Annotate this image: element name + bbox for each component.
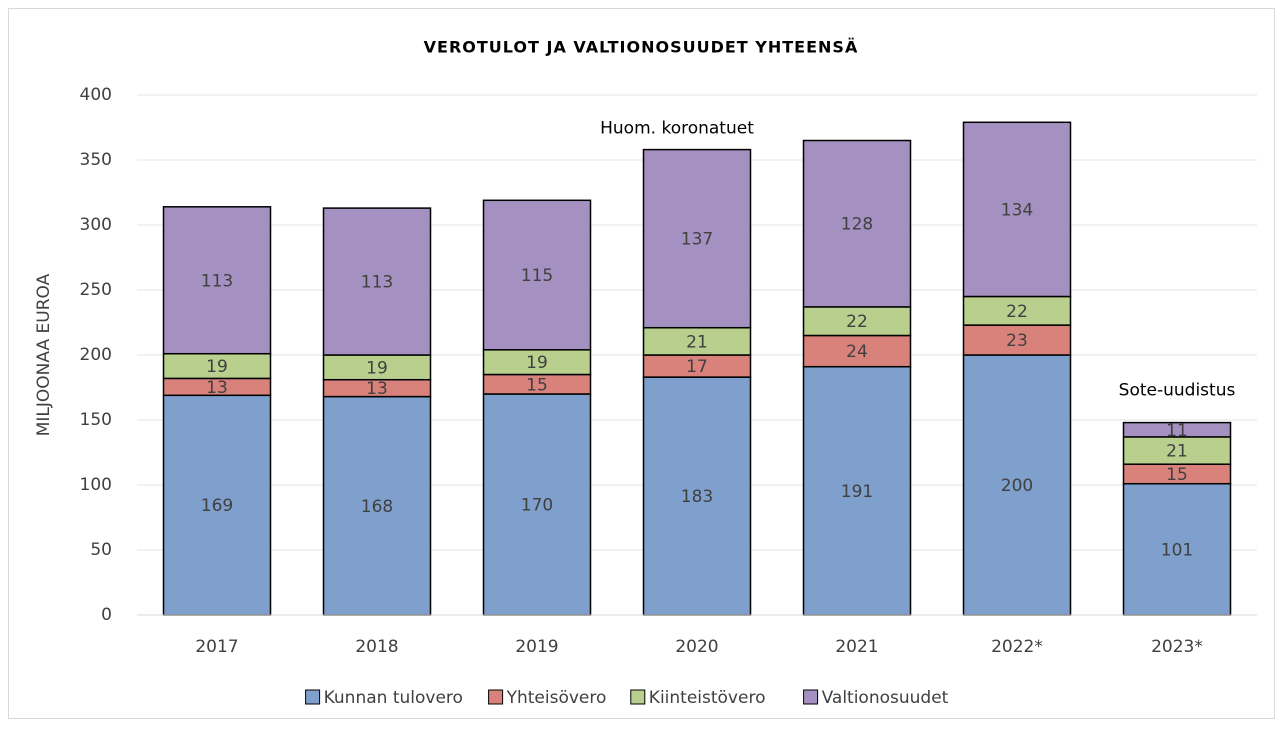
bar-segment xyxy=(962,354,1072,616)
bar-segment xyxy=(1122,421,1232,438)
data-label: 13 xyxy=(366,379,388,399)
bar-segment xyxy=(482,199,592,351)
data-label: 115 xyxy=(521,266,553,286)
legend-swatch xyxy=(630,689,646,705)
data-label: 24 xyxy=(846,342,868,362)
bar-segment xyxy=(802,334,912,368)
x-tick-label: 2020 xyxy=(675,637,718,657)
data-label: 113 xyxy=(201,271,233,291)
legend-swatch xyxy=(488,689,504,705)
bar-segment xyxy=(642,148,752,329)
bar-segment xyxy=(962,121,1072,298)
bar-segment xyxy=(322,207,432,356)
y-tick-label: 0 xyxy=(101,605,112,625)
y-tick-label: 350 xyxy=(80,150,112,170)
bar-segment xyxy=(642,376,752,616)
x-tick-label: 2021 xyxy=(835,637,878,657)
bar-segment xyxy=(802,139,912,308)
x-tick-label: 2023* xyxy=(1151,637,1203,657)
data-label: 101 xyxy=(1161,540,1193,560)
data-label: 183 xyxy=(681,487,713,507)
x-tick-label: 2018 xyxy=(355,637,398,657)
annotation: Huom. koronatuet xyxy=(600,119,754,139)
data-label: 128 xyxy=(841,215,873,235)
data-label: 21 xyxy=(1166,442,1188,462)
y-tick-label: 300 xyxy=(80,215,112,235)
data-label: 22 xyxy=(846,312,868,332)
data-label: 15 xyxy=(1166,465,1188,485)
bar-segment xyxy=(482,349,592,376)
y-tick-label: 250 xyxy=(80,280,112,300)
data-label: 168 xyxy=(361,497,393,517)
legend-label: Kiinteistövero xyxy=(649,688,766,708)
y-tick-label: 400 xyxy=(80,85,112,105)
data-label: 13 xyxy=(206,378,228,398)
bar-segment xyxy=(162,206,272,355)
data-label: 19 xyxy=(206,357,228,377)
data-label: 113 xyxy=(361,273,393,293)
bar-segment xyxy=(802,365,912,616)
legend-swatch xyxy=(305,689,321,705)
y-tick-label: 100 xyxy=(80,475,112,495)
x-tick-label: 2019 xyxy=(515,637,558,657)
data-label: 19 xyxy=(526,353,548,373)
data-label: 200 xyxy=(1001,476,1033,496)
legend-swatch xyxy=(803,689,819,705)
data-label: 137 xyxy=(681,230,713,250)
data-label: 169 xyxy=(201,496,233,516)
data-label: 22 xyxy=(1006,302,1028,322)
data-label: 21 xyxy=(686,332,708,352)
x-tick-label: 2017 xyxy=(195,637,238,657)
y-axis-label: MILJOONAA EUROA xyxy=(34,273,54,436)
legend-label: Valtionosuudet xyxy=(822,688,949,708)
bar-segment xyxy=(962,295,1072,326)
annotation: Sote-uudistus xyxy=(1119,381,1236,401)
y-tick-label: 50 xyxy=(90,540,112,560)
y-tick-label: 200 xyxy=(80,345,112,365)
data-label: 19 xyxy=(366,358,388,378)
data-label: 134 xyxy=(1001,200,1033,220)
data-label: 170 xyxy=(521,496,553,516)
data-label: 23 xyxy=(1006,331,1028,351)
legend-label: Yhteisövero xyxy=(506,688,607,708)
data-label: 191 xyxy=(841,482,873,502)
x-tick-label: 2022* xyxy=(991,637,1043,657)
y-tick-label: 150 xyxy=(80,410,112,430)
chart-title: VEROTULOT JA VALTIONOSUUDET YHTEENSÄ xyxy=(424,38,859,57)
data-label: 17 xyxy=(686,357,708,377)
bar-segment xyxy=(1122,482,1232,616)
bar-segment xyxy=(482,393,592,616)
legend-label: Kunnan tulovero xyxy=(324,688,463,708)
data-label: 15 xyxy=(526,375,548,395)
data-label: 11 xyxy=(1166,421,1188,441)
bar-segment xyxy=(322,354,432,381)
